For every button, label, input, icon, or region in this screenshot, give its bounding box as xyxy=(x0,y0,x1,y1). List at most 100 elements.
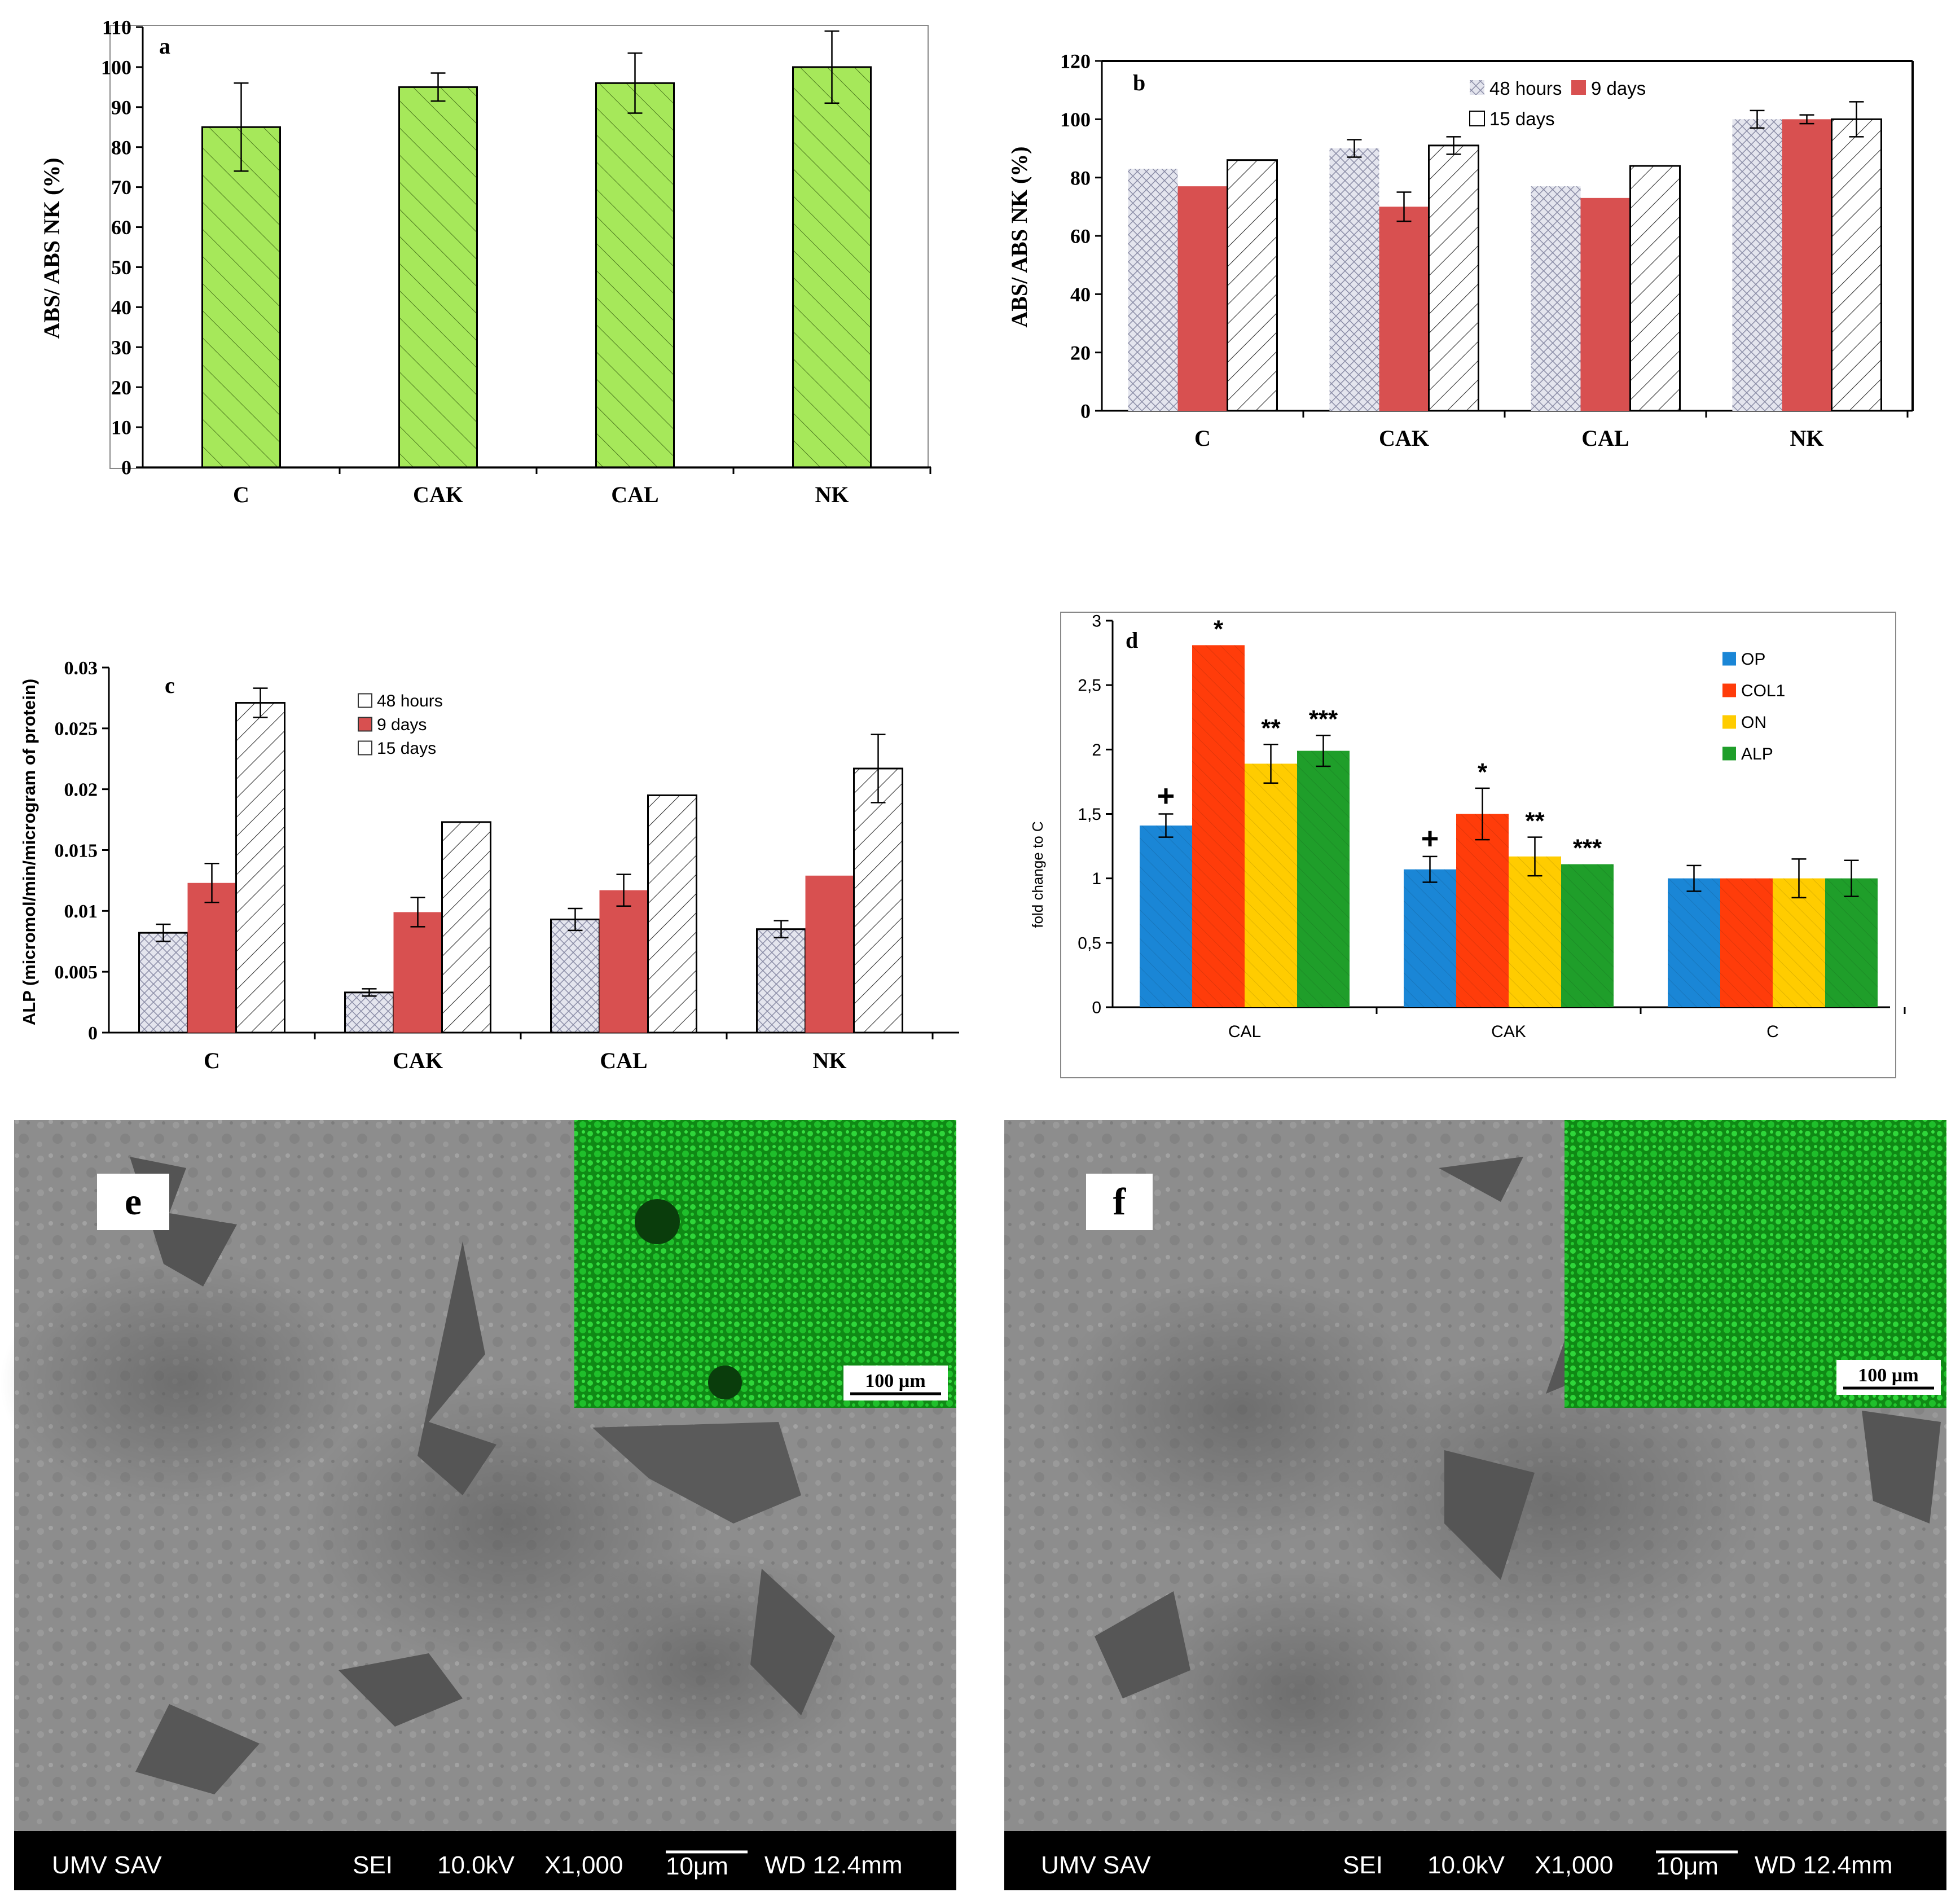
bar-texture xyxy=(1720,878,1773,1007)
y-tick-label: 110 xyxy=(102,16,131,39)
panel-f-footer xyxy=(1004,1831,1946,1890)
legend-entry: 15 days xyxy=(377,739,436,758)
bar xyxy=(138,932,188,1034)
bar xyxy=(1227,159,1278,412)
y-tick-label: 0.025 xyxy=(55,719,98,740)
bar-texture xyxy=(1245,763,1297,1007)
x-tick-label: C xyxy=(1194,425,1211,451)
bar xyxy=(1831,118,1882,412)
y-tick-label: 60 xyxy=(111,216,131,239)
bar xyxy=(599,890,648,1033)
panel-f-footer-mode: SEI xyxy=(1343,1851,1383,1879)
y-tick-label: 100 xyxy=(101,56,131,79)
bar xyxy=(235,702,285,1034)
y-tick-label: 30 xyxy=(111,336,131,359)
legend-entry: OP xyxy=(1741,650,1765,669)
y-tick-label: 40 xyxy=(111,296,131,319)
panel-a-label: a xyxy=(159,33,170,59)
bar xyxy=(595,82,675,468)
legend-entry: 48 hours xyxy=(1489,78,1562,99)
panel-e-inset-void xyxy=(635,1199,680,1244)
y-tick-label: 120 xyxy=(1060,50,1091,73)
panel-f-label: f xyxy=(1113,1180,1127,1223)
panel-e-footer-kv: 10.0kV xyxy=(437,1851,515,1879)
panel-d-frame xyxy=(1060,612,1896,1078)
y-tick-label: 0.02 xyxy=(64,780,98,801)
panel-b-plot: 0 20 40 60 80 100 120 C CAK CAL NK xyxy=(1060,50,1914,451)
significance-marker: + xyxy=(1421,822,1439,855)
legend-swatch xyxy=(358,717,372,732)
bar xyxy=(1531,186,1581,411)
bar xyxy=(201,126,281,468)
panel-e-label-box xyxy=(97,1174,169,1230)
y-tick-label: 0.01 xyxy=(64,901,98,922)
panel-e-footer xyxy=(14,1831,956,1890)
y-tick-label: 0,5 xyxy=(1078,934,1101,952)
y-tick-label: 0 xyxy=(1080,400,1091,423)
y-tick-label: 0 xyxy=(1092,999,1101,1017)
x-tick-label: CAK xyxy=(393,1048,443,1073)
y-tick-label: 0 xyxy=(88,1023,98,1044)
panel-f-footer-kv: 10.0kV xyxy=(1427,1851,1505,1879)
legend-entry: 9 days xyxy=(1591,78,1646,99)
y-tick-label: 70 xyxy=(111,176,131,199)
legend-entry: 9 days xyxy=(377,715,427,734)
panel-d-legend: OP COL1 ON ALP xyxy=(1722,650,1785,763)
bar xyxy=(1580,197,1631,411)
bar xyxy=(441,821,491,1034)
bar-texture xyxy=(1668,878,1720,1007)
x-tick-label: NK xyxy=(815,482,849,507)
bar-texture xyxy=(1404,869,1456,1007)
legend-entry: ALP xyxy=(1741,745,1773,763)
x-tick-label: C xyxy=(204,1048,220,1073)
x-tick-label: CAK xyxy=(1379,425,1429,451)
bar-texture xyxy=(1561,864,1614,1007)
bar xyxy=(344,991,394,1034)
significance-marker: * xyxy=(1478,758,1488,786)
bar xyxy=(1329,148,1379,411)
panel-e-inset-scale: 100 µm xyxy=(865,1371,925,1391)
y-tick-label: 40 xyxy=(1070,283,1091,306)
bar xyxy=(550,918,600,1034)
y-tick-label: 0.03 xyxy=(64,658,98,679)
legend-entry: 48 hours xyxy=(377,692,443,710)
bar xyxy=(1732,119,1782,411)
legend-entry: COL1 xyxy=(1741,682,1785,700)
y-tick-label: 90 xyxy=(111,96,131,118)
bar-texture xyxy=(1825,878,1878,1007)
legend-entry: ON xyxy=(1741,713,1766,732)
bar xyxy=(1128,169,1178,411)
y-tick-label: 0.015 xyxy=(55,840,98,861)
bar-texture xyxy=(1192,645,1245,1007)
significance-marker: * xyxy=(1214,615,1224,643)
x-tick-label: CAL xyxy=(1228,1022,1261,1041)
legend-swatch xyxy=(358,693,372,708)
panel-a-frame xyxy=(109,25,929,469)
bar xyxy=(1177,186,1228,411)
panel-f-sem-shading xyxy=(1049,1157,1941,1817)
panel-e-footer-lab: UMV SAV xyxy=(52,1851,162,1879)
legend-swatch xyxy=(1722,747,1736,761)
y-tick-label: 0.005 xyxy=(55,962,98,983)
panel-a: 0 10 20 30 40 50 60 70 80 90 100 110 C CAK CAL NK a ABS… xyxy=(39,16,931,507)
panel-e-footer-mag: X1,000 xyxy=(544,1851,623,1879)
bar xyxy=(1379,207,1429,411)
panel-a-ylabel: ABS/ ABS NK (%) xyxy=(39,157,64,339)
bar xyxy=(853,767,903,1034)
panel-c-ylabel: ALP (micromol/min/microgram of protein) xyxy=(19,679,39,1025)
y-tick-label: 1 xyxy=(1092,870,1101,888)
significance-marker: ** xyxy=(1261,714,1281,742)
panel-d-label: d xyxy=(1126,627,1138,653)
legend-entry: 15 days xyxy=(1489,108,1555,129)
bar xyxy=(393,912,442,1033)
panel-b-label: b xyxy=(1133,70,1145,95)
y-tick-label: 60 xyxy=(1070,225,1091,248)
bar-texture xyxy=(1509,856,1561,1007)
bar-texture xyxy=(1140,826,1192,1007)
panel-b-ylabel: ABS/ ABS NK (%) xyxy=(1007,146,1032,327)
y-tick-label: 10 xyxy=(111,416,131,439)
panel-c-legend: 48 hours 9 days 15 days xyxy=(358,692,443,758)
panel-f: 100 µm f UMV SAV SEI 10.0kV X1,000 10μm … xyxy=(1004,1120,1946,1890)
